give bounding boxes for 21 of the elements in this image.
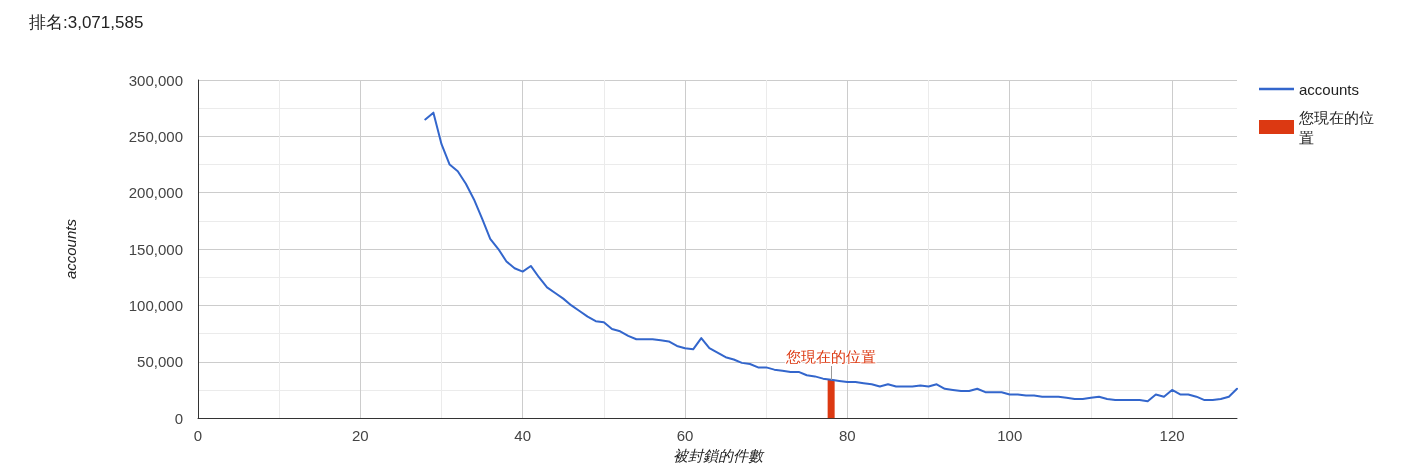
- line-series: [424, 111, 1238, 403]
- legend-label: 您現在的位置: [1298, 108, 1374, 146]
- y-tick-label: 250,000: [128, 127, 183, 145]
- x-tick-label: 80: [839, 427, 856, 445]
- x-tick-label: 120: [1159, 427, 1185, 445]
- x-tick-label: 100: [997, 427, 1023, 445]
- x-tick-label: 20: [352, 427, 369, 445]
- y-tick-label: 150,000: [128, 240, 183, 258]
- y-tick-label: 100,000: [128, 296, 183, 314]
- legend-label: accounts: [1299, 80, 1360, 98]
- y-tick-label: 0: [174, 409, 183, 427]
- annotation: 您現在的位置: [785, 347, 877, 365]
- x-tick-label: 60: [676, 427, 694, 445]
- y-axis-title: accounts: [62, 218, 79, 280]
- x-tick-label: 0: [193, 427, 203, 445]
- y-tick-label: 300,000: [128, 71, 183, 89]
- y-tick-label: 200,000: [128, 184, 183, 202]
- y-tick-label: 50,000: [137, 353, 183, 371]
- x-tick-label: 40: [514, 427, 532, 445]
- x-axis-title: 被封鎖的件數: [672, 447, 765, 464]
- chart-title: 排名:3,071,585: [29, 13, 144, 32]
